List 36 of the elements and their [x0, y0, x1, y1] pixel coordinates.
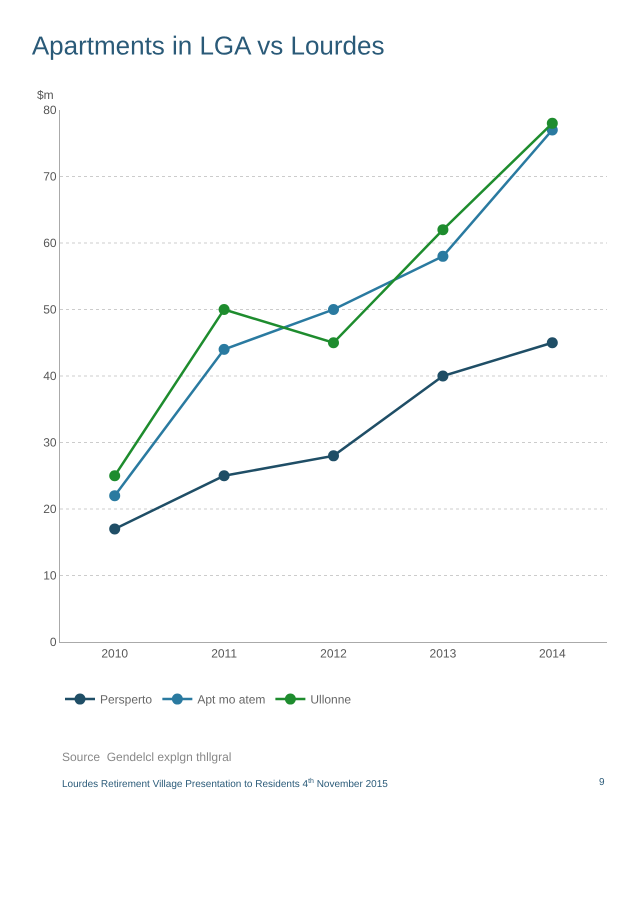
y-tick-label: 70 — [43, 170, 57, 184]
x-tick-label: 2011 — [211, 646, 238, 660]
point — [218, 344, 230, 355]
point — [546, 337, 558, 348]
y-tick-label: 60 — [43, 236, 57, 250]
text: Lourdes Retirement Village Presentation to Residents 4$^{th}$ November 2015 — [62, 777, 388, 790]
y-tick-label: 10 — [43, 568, 57, 583]
y-tick-label: 0 — [50, 635, 57, 650]
legend-label: Apt mo atem — [197, 692, 266, 707]
legend-label: Ullonne — [310, 692, 352, 707]
y-tick-label: 30 — [43, 436, 57, 450]
point — [437, 370, 448, 382]
point — [218, 304, 230, 315]
point — [546, 118, 558, 129]
x-tick-label: 2012 — [320, 646, 348, 660]
point — [218, 470, 230, 482]
point — [328, 450, 339, 462]
point — [109, 470, 120, 482]
y-tick-label: 40 — [43, 369, 57, 384]
text: 9 — [599, 777, 605, 788]
point — [109, 523, 120, 534]
point — [328, 337, 339, 348]
y-axis-title: $m — [37, 88, 54, 102]
point — [437, 250, 448, 262]
source-note: Source Gendelcl explgn thllgral — [62, 750, 232, 764]
point — [437, 224, 448, 236]
point — [328, 304, 339, 315]
legend-label: Persperto — [100, 692, 152, 707]
y-tick-label: 20 — [43, 502, 57, 516]
point — [109, 490, 120, 502]
x-tick-label: 2010 — [101, 646, 128, 660]
y-tick-label: 50 — [43, 302, 57, 317]
chart-title: Apartments in LGA vs Lourdes — [32, 30, 384, 60]
y-tick-label: 80 — [43, 103, 57, 118]
x-tick-label: 2013 — [430, 646, 457, 660]
x-tick-label: 2014 — [538, 646, 566, 660]
